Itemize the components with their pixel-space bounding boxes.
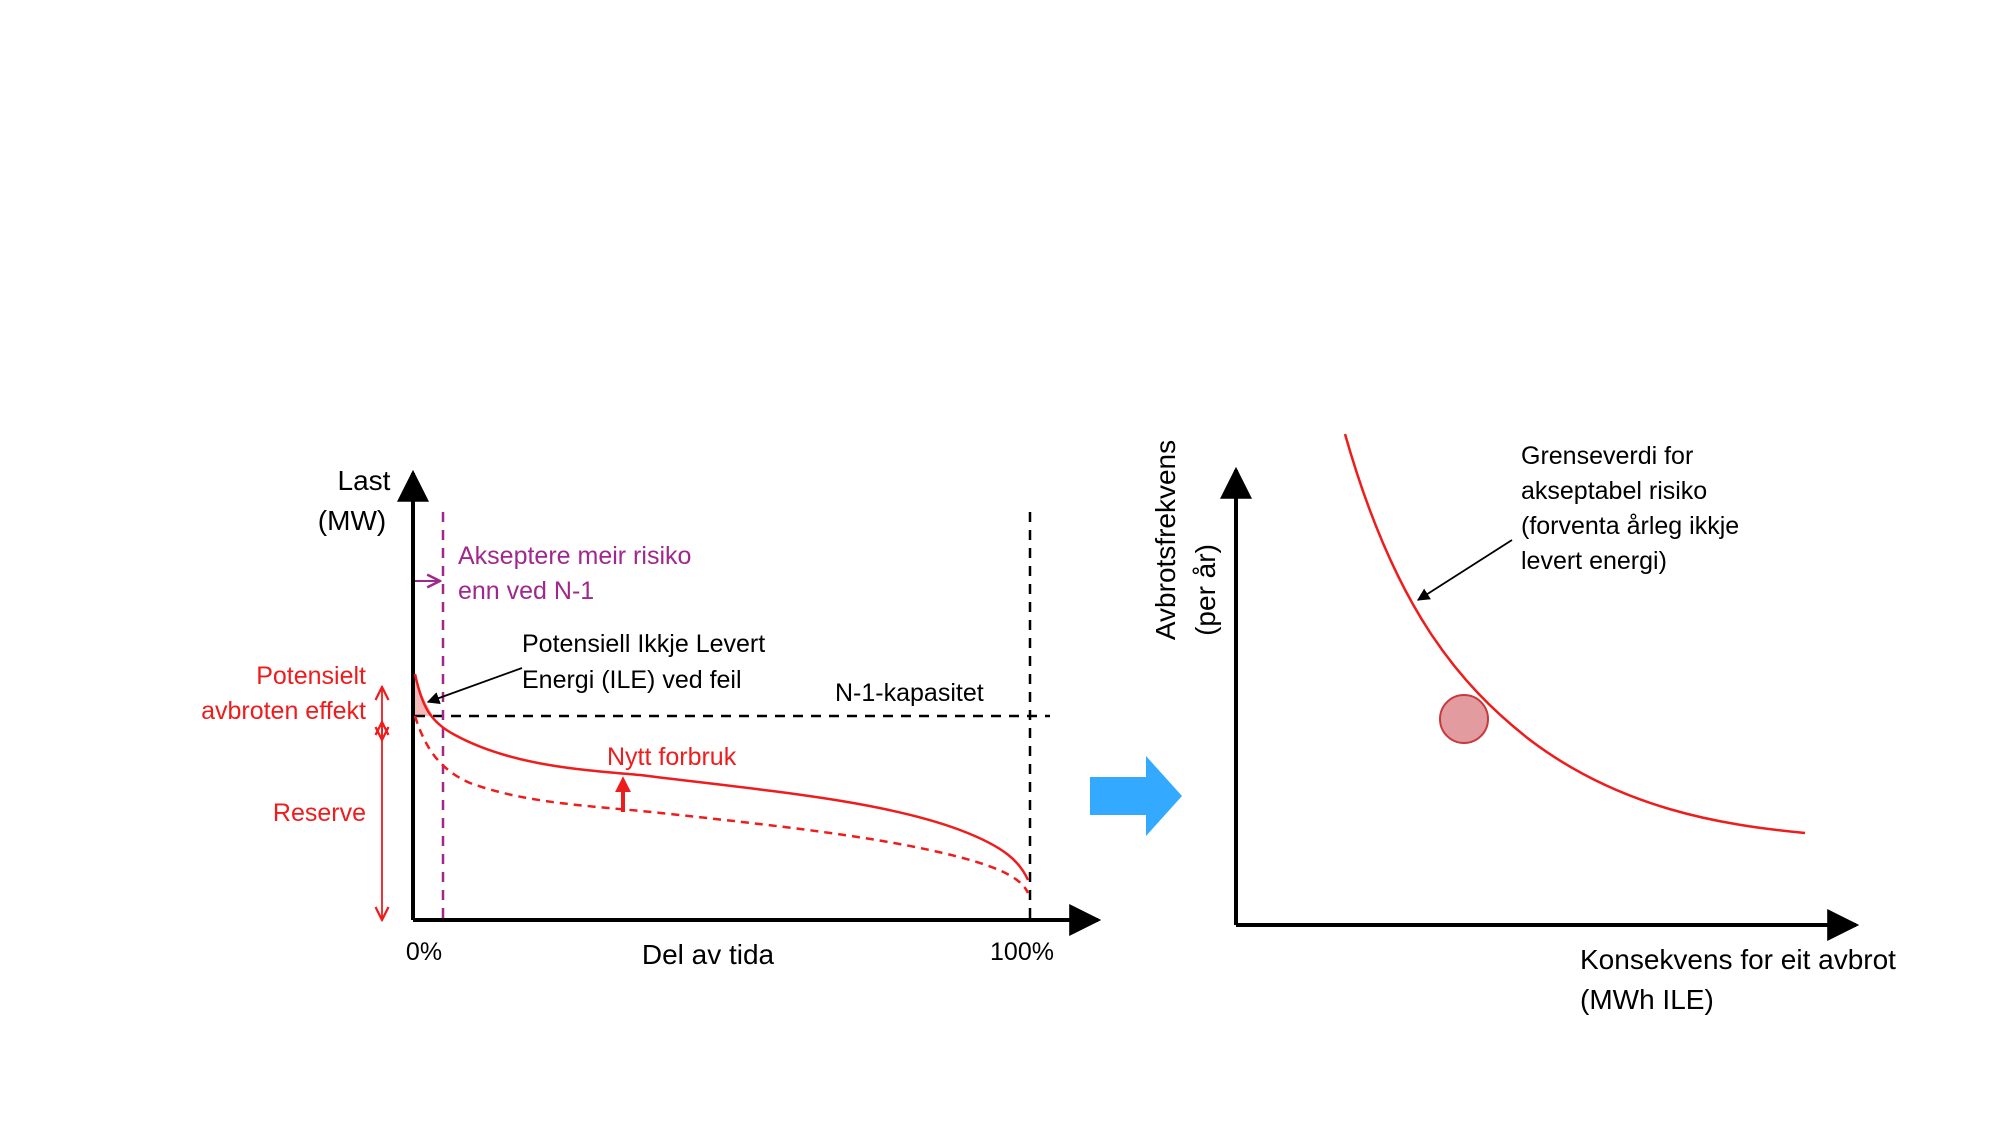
limit-label-line1: Grenseverdi for (1521, 442, 1693, 470)
limit-label-line4: levert energi) (1521, 547, 1667, 575)
left-x-label: Del av tida (642, 939, 775, 970)
ile-label-line2: Energi (ILE) ved feil (522, 666, 742, 694)
accept-risk-label-line2: enn ved N-1 (458, 577, 594, 605)
limit-pointer-arrow (1416, 539, 1513, 601)
potential-label-line1: Potensielt (256, 662, 366, 690)
new-consumption-label: Nytt forbruk (607, 743, 737, 771)
risk-limit-curve (1343, 433, 1806, 835)
right-x-label-line1: Konsekvens for eit avbrot (1580, 944, 1896, 975)
left-y-label-line1: Last (338, 465, 391, 496)
risk-point (1439, 694, 1489, 744)
potential-label-line2: avbroten effekt (201, 697, 366, 725)
n1-capacity-label: N-1-kapasitet (835, 679, 984, 707)
left-chart: Last (MW) Akseptere meir risiko enn ved … (201, 465, 1102, 970)
reserve-label: Reserve (273, 799, 366, 827)
limit-label-line2: akseptabel risiko (1521, 477, 1707, 505)
right-x-label-line2: (MWh ILE) (1580, 984, 1714, 1015)
right-y-label-line2: (per år) (1190, 544, 1221, 636)
load-curve-new (413, 673, 1030, 881)
limit-label-line3: (forventa årleg ikkje (1521, 512, 1739, 540)
x-tick-start: 0% (406, 938, 442, 966)
ile-pointer-arrow (426, 667, 523, 705)
x-tick-end: 100% (990, 938, 1054, 966)
left-y-label-line2: (MW) (318, 505, 386, 536)
accept-risk-label-line1: Akseptere meir risiko (458, 542, 691, 570)
right-arrow-icon (1090, 756, 1182, 836)
ile-shaded-area (415, 674, 433, 716)
right-y-label-line1: Avbrotsfrekvens (1150, 440, 1181, 640)
ile-label-line1: Potensiell Ikkje Levert (522, 630, 765, 658)
right-chart: Avbrotsfrekvens (per år) Grenseverdi for… (1150, 433, 1896, 1015)
